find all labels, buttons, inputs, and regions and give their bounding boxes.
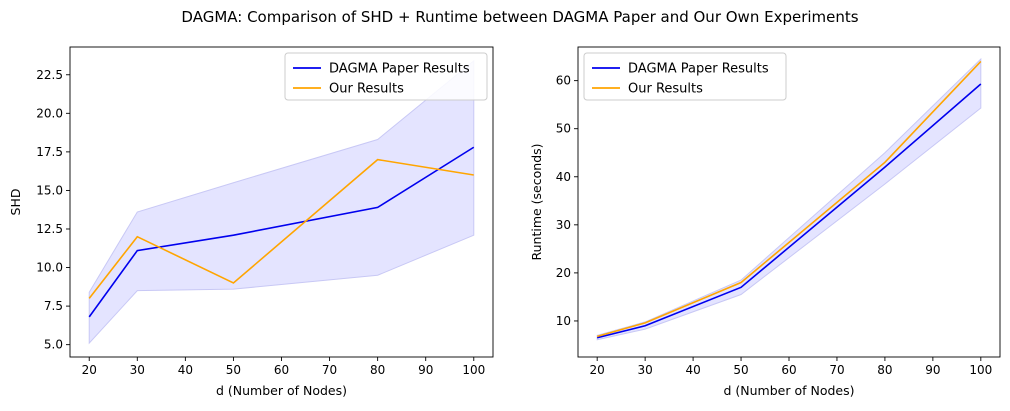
x-tick-label: 90 [418,363,433,377]
x-tick-label: 20 [590,363,605,377]
y-tick-label: 7.5 [44,299,63,313]
legend-label-1: Our Results [329,82,404,97]
x-tick-label: 100 [969,363,992,377]
y-tick-label: 60 [556,74,571,88]
x-tick-label: 50 [733,363,748,377]
x-axis-label: d (Number of Nodes) [216,383,347,398]
legend-label-1: Our Results [628,82,703,97]
chart-shd: 20 30 40 50 60 70 80 90 100 5.0 7.5 10.0 12.5 15.0 17.… [8,46,494,398]
x-tick-label: 60 [274,363,289,377]
x-tick-label: 80 [877,363,892,377]
y-tick-label: 22.5 [36,68,63,82]
x-tick-label: 90 [925,363,940,377]
x-tick-label: 40 [685,363,700,377]
confidence-band [88,59,475,345]
chart-runtime: 20 30 40 50 60 70 80 90 100 10 20 30 40 50 60 d (Number… [529,46,1001,398]
figure-title: DAGMA: Comparison of SHD + Runtime betwe… [181,8,858,26]
y-tick-label: 30 [556,218,571,232]
y-tick-label: 10.0 [36,261,63,275]
x-tick-label: 40 [178,363,193,377]
x-tick-label: 20 [82,363,97,377]
legend: DAGMA Paper Results Our Results [583,52,787,101]
y-tick-label: 40 [556,170,571,184]
x-axis-label: d (Number of Nodes) [723,383,854,398]
x-tick-label: 30 [130,363,145,377]
x-tick-label: 30 [637,363,652,377]
y-tick-label: 15.0 [36,183,63,197]
legend-box [284,52,488,101]
legend-label-0: DAGMA Paper Results [329,62,470,77]
x-tick-label: 80 [370,363,385,377]
legend-label-0: DAGMA Paper Results [628,62,769,77]
legend-box [583,52,787,101]
y-tick-label: 17.5 [36,145,63,159]
x-tick-label: 100 [462,363,485,377]
y-tick-label: 5.0 [44,338,63,352]
y-tick-label: 20 [556,266,571,280]
series-line-1 [596,60,982,338]
y-tick-label: 12.5 [36,222,63,236]
x-tick-label: 70 [322,363,337,377]
confidence-band [596,57,982,341]
y-axis-label: SHD [8,189,23,216]
y-axis-label: Runtime (seconds) [529,143,544,260]
x-tick-label: 50 [226,363,241,377]
legend: DAGMA Paper Results Our Results [284,52,488,101]
y-tick-label: 10 [556,314,571,328]
x-tick-label: 70 [829,363,844,377]
y-tick-label: 20.0 [36,106,63,120]
y-tick-label: 50 [556,122,571,136]
x-tick-label: 60 [781,363,796,377]
